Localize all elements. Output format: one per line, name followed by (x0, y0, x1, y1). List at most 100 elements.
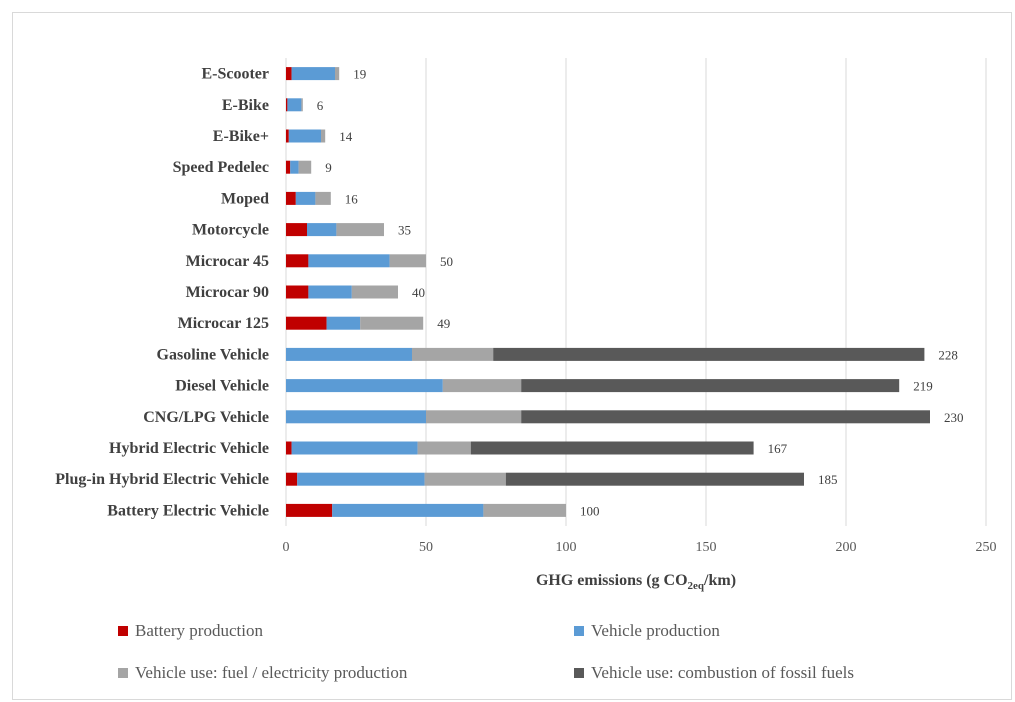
x-tick-label: 0 (283, 540, 290, 555)
legend-label: Vehicle production (591, 621, 720, 640)
bar-segment (288, 129, 321, 143)
total-label: 35 (398, 223, 411, 238)
legend-label: Vehicle use: fuel / electricity producti… (135, 663, 408, 682)
category-label: Motorcycle (192, 222, 269, 239)
bar-segment (286, 316, 327, 330)
bar-segment (286, 67, 292, 81)
bars (286, 67, 930, 517)
bar-segment (335, 67, 340, 81)
bar-segment (315, 191, 331, 205)
bar-segment (291, 441, 418, 455)
bar-segment (493, 347, 925, 361)
bar-segment (286, 98, 288, 112)
bar-segment (286, 379, 443, 393)
total-label: 100 (580, 503, 600, 518)
total-label: 19 (353, 67, 366, 82)
category-label: Battery Electric Vehicle (107, 502, 269, 519)
legend-label: Battery production (135, 621, 263, 640)
category-label: Hybrid Electric Vehicle (109, 440, 269, 457)
bar-segment (470, 441, 754, 455)
bar-segment (505, 472, 804, 486)
category-label: CNG/LPG Vehicle (143, 409, 269, 426)
bar-segment (286, 191, 296, 205)
total-label: 228 (938, 347, 958, 362)
bar-segment (308, 285, 352, 299)
bar-segment (290, 160, 299, 174)
bar-segment (412, 347, 494, 361)
bar-segment (426, 410, 522, 424)
bar-segment (286, 160, 291, 174)
total-label: 167 (768, 441, 788, 456)
x-tick-labels: 0 50 100 150 200 250 (283, 540, 997, 555)
bar-segment (286, 285, 309, 299)
legend: Battery production Vehicle production Vehi… (118, 621, 854, 682)
x-tick-label: 150 (696, 540, 717, 555)
bar-segment (297, 472, 425, 486)
bar-segment (295, 191, 316, 205)
x-tick-label: 200 (836, 540, 857, 555)
legend-swatch (118, 668, 128, 678)
category-label: Plug-in Hybrid Electric Vehicle (55, 471, 269, 488)
bar-segment (291, 67, 335, 81)
bar-segment (286, 472, 298, 486)
bar-segment (351, 285, 398, 299)
bar-segment (424, 472, 506, 486)
total-label: 9 (325, 160, 332, 175)
category-label: Gasoline Vehicle (157, 346, 269, 363)
bar-segment (308, 254, 390, 268)
x-axis-title-main: GHG emissions (g CO (536, 572, 688, 589)
total-label: 14 (339, 129, 353, 144)
bar-segment (286, 410, 426, 424)
legend-label: Vehicle use: combustion of fossil fuels (591, 663, 854, 682)
bar-segment (332, 503, 484, 517)
bar-segment (286, 347, 412, 361)
bar-segment (286, 254, 309, 268)
x-axis-title-subscript: 2eq (688, 580, 705, 592)
bar-segment (298, 160, 312, 174)
category-labels: E-Scooter E-Bike E-Bike+ Speed Pedelec Moped… (55, 66, 269, 520)
bar-segment (286, 441, 292, 455)
bar-segment (483, 503, 566, 517)
bar-segment (360, 316, 424, 330)
bar-segment (307, 223, 337, 237)
bar-segment (389, 254, 426, 268)
legend-swatch (574, 626, 584, 636)
total-label: 49 (437, 316, 450, 331)
category-label: Microcar 45 (186, 253, 269, 270)
bar-segment (321, 129, 326, 143)
bar-segment (336, 223, 384, 237)
category-label: Microcar 90 (186, 284, 269, 301)
category-label: Speed Pedelec (173, 159, 269, 176)
legend-swatch (118, 626, 128, 636)
x-tick-label: 50 (419, 540, 433, 555)
bar-segment (301, 98, 303, 112)
bar-segment (286, 129, 289, 143)
legend-swatch (574, 668, 584, 678)
x-axis-title-end: /km) (703, 572, 736, 589)
total-label: 219 (913, 379, 933, 394)
category-label: Microcar 125 (178, 315, 269, 332)
bar-segment (286, 503, 333, 517)
x-tick-label: 250 (976, 540, 997, 555)
x-tick-label: 100 (556, 540, 577, 555)
total-label: 16 (345, 191, 359, 206)
total-label: 40 (412, 285, 425, 300)
bar-segment (521, 410, 930, 424)
total-labels: 19 6 14 9 16 35 50 40 49 228 219 230 167 185 100 (317, 67, 964, 519)
bar-segment (417, 441, 471, 455)
bar-segment (521, 379, 900, 393)
bar-segment (442, 379, 522, 393)
total-label: 6 (317, 98, 324, 113)
total-label: 185 (818, 472, 838, 487)
category-label: Diesel Vehicle (175, 378, 269, 395)
category-label: E-Scooter (201, 66, 269, 83)
category-label: E-Bike+ (213, 128, 269, 145)
total-label: 50 (440, 254, 453, 269)
x-axis-title: GHG emissions (g CO2eq/km) (536, 572, 736, 592)
category-label: Moped (221, 190, 269, 207)
bar-segment (286, 223, 307, 237)
total-label: 230 (944, 410, 964, 425)
bar-segment (287, 98, 302, 112)
category-label: E-Bike (222, 97, 269, 114)
